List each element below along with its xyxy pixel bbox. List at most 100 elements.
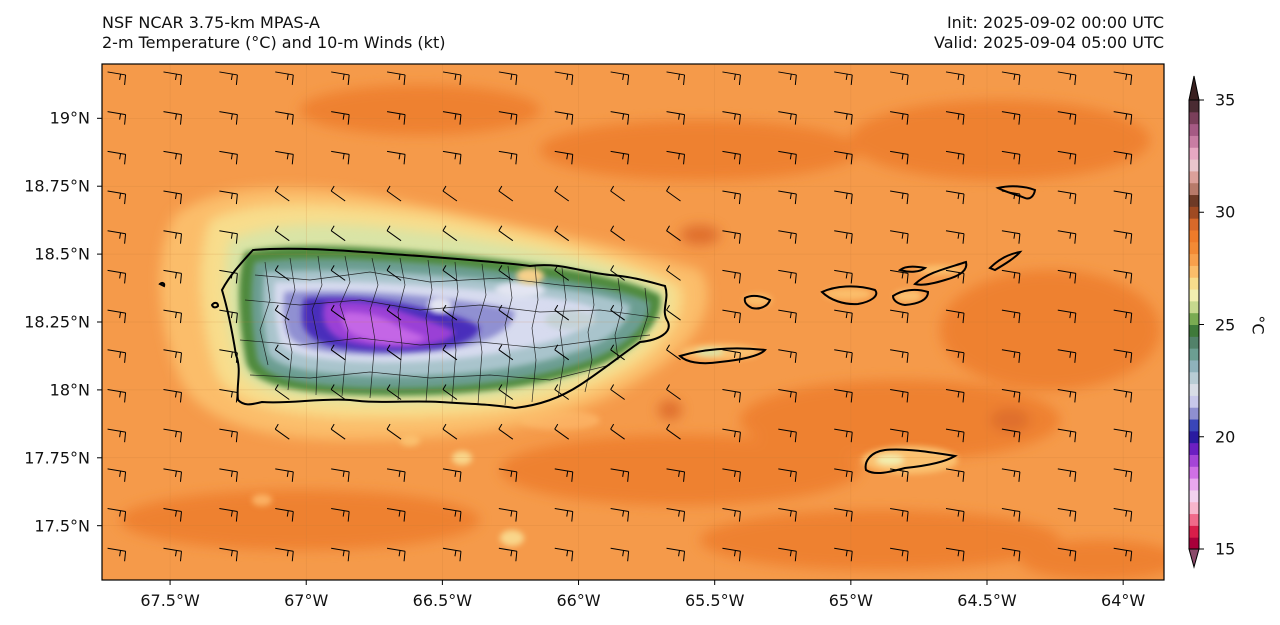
colorbar-swatch [1189,206,1199,219]
mona-island [158,281,166,288]
wind-barb [666,304,681,321]
wind-barb [666,265,681,281]
wind-barb [163,388,182,403]
wind-barb [1113,508,1133,522]
colorbar-swatch [1189,253,1199,266]
wind-barb [945,150,965,165]
wind-barb [610,304,625,321]
wind-barb [107,508,127,522]
wind-barb [666,111,686,125]
wind-barb [442,423,458,440]
wind-barb [610,265,625,281]
wind-barb [330,225,346,242]
wind-barb [274,225,290,242]
wind-barb [945,508,965,522]
wind-barb [330,344,346,361]
wind-barb [219,269,238,284]
wind-barb [945,190,965,205]
colorbar-swatch [1189,123,1199,136]
wind-barb [386,150,406,165]
colorbar-swatch [1189,430,1199,444]
colorbar-swatch [1189,419,1199,432]
wind-barb [163,269,182,284]
wind-barb [722,547,741,562]
wind-barb [666,225,681,242]
wind-barb [945,349,965,363]
wind-barb [107,190,127,205]
time-block: Init: 2025-09-02 00:00 UTC Valid: 2025-0… [934,13,1164,53]
wind-barb [386,547,406,562]
wind-barb [890,428,909,443]
wind-barb [610,547,630,562]
wind-barb [778,71,797,85]
wind-barb [331,111,350,125]
wind-barb [722,309,741,324]
wind-barb [163,111,182,125]
wind-barb [1001,111,1021,125]
wind-barb [1001,508,1021,522]
wind-barb [442,150,462,165]
wind-barb [275,468,294,482]
wind-barb [219,150,238,165]
lon-tick-label: 64.5°W [957,591,1017,610]
wind-barb [331,150,350,165]
colorbar-swatch [1189,218,1199,231]
wind-barb [1113,468,1133,482]
wind-barb [778,230,797,244]
wind-barb [330,423,346,440]
wind-barb [1001,468,1021,482]
wind-barb [498,344,514,361]
wind-barb [778,190,797,205]
wind-barb [610,225,625,242]
colorbar-swatch [1189,537,1199,550]
wind-barb [722,468,741,482]
wind-barb [386,508,406,522]
wind-barb [722,111,741,125]
anegada-coast [995,185,1037,200]
wind-barb [498,225,514,242]
wind-barb [1057,71,1077,85]
wind-barb [219,428,238,443]
colorbar-swatch [1189,501,1199,515]
wind-barb [498,265,514,281]
colorbar-swatch [1189,466,1199,479]
wind-barb [890,111,909,125]
puerto-rico-coast [220,247,670,410]
colorbar-swatch [1189,159,1199,172]
wind-barb [331,547,350,562]
lon-tick-label: 67°W [284,591,329,610]
wind-barb [1001,349,1021,363]
wind-barb [274,185,290,202]
colorbar-swatch [1189,336,1199,349]
wind-barb [274,344,290,361]
colorbar-extend-max [1188,75,1200,101]
colorbar-tick-label: 35 [1215,90,1236,110]
municipal-boundaries [239,255,661,406]
wind-barb [107,547,127,562]
wind-barb [219,508,238,522]
wind-barb [890,309,909,324]
wind-barb [890,71,909,85]
wind-barb [666,344,681,361]
wind-barb [163,428,182,443]
wind-barb [722,230,741,244]
wind-barb [275,150,294,165]
lat-tick-label: 18°N [49,380,90,400]
wind-barb [386,384,402,400]
wind-barb [1113,71,1133,85]
wind-barb [945,468,965,482]
wind-barb [666,71,686,85]
wind-barb [1001,547,1021,562]
wind-barb [386,304,402,321]
wind-barb [498,111,518,125]
wind-barb [722,508,741,522]
wind-barb [666,468,686,482]
wind-barb [163,309,182,324]
wind-barb [498,304,514,321]
wind-barb [1113,111,1133,125]
wind-barb [778,468,797,482]
wind-barb [442,185,458,202]
wind-barb [666,150,686,165]
lon-tick-label: 64°W [1101,591,1146,610]
wind-barb [442,111,462,125]
